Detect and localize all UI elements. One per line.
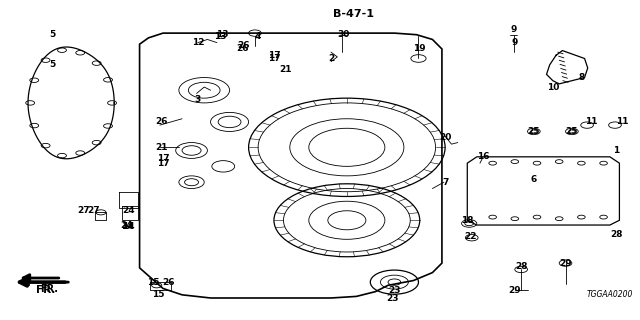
Text: TGGAA0200: TGGAA0200 bbox=[587, 290, 633, 299]
Text: 1: 1 bbox=[613, 146, 620, 155]
Text: 18: 18 bbox=[461, 216, 474, 225]
Text: 21: 21 bbox=[156, 143, 168, 152]
Text: 4: 4 bbox=[255, 32, 261, 41]
Text: 15: 15 bbox=[152, 290, 165, 299]
Text: 9: 9 bbox=[510, 25, 516, 35]
Text: FR.: FR. bbox=[40, 284, 58, 294]
Text: 12: 12 bbox=[191, 38, 204, 47]
Text: B-47-1: B-47-1 bbox=[333, 9, 374, 19]
Text: 25: 25 bbox=[566, 127, 578, 136]
Text: 16: 16 bbox=[477, 152, 490, 161]
Text: 10: 10 bbox=[547, 83, 559, 92]
Text: 23: 23 bbox=[388, 285, 401, 295]
Text: 14: 14 bbox=[122, 222, 134, 231]
Text: 27: 27 bbox=[77, 206, 90, 215]
Text: 5: 5 bbox=[49, 60, 55, 69]
Text: 11: 11 bbox=[616, 117, 629, 126]
Text: 15: 15 bbox=[147, 278, 160, 287]
Text: 26: 26 bbox=[156, 117, 168, 126]
Text: 26: 26 bbox=[237, 41, 250, 50]
Text: 9: 9 bbox=[511, 38, 518, 47]
Text: 14: 14 bbox=[120, 222, 133, 231]
Text: 30: 30 bbox=[337, 30, 350, 39]
Text: 2: 2 bbox=[328, 54, 334, 63]
Text: 28: 28 bbox=[610, 230, 623, 239]
Text: 21: 21 bbox=[279, 65, 292, 74]
Text: 29: 29 bbox=[559, 259, 572, 268]
Text: FR.: FR. bbox=[36, 285, 56, 295]
Text: 8: 8 bbox=[579, 73, 584, 82]
Text: 27: 27 bbox=[87, 206, 100, 215]
Text: 22: 22 bbox=[464, 232, 477, 241]
Text: 24: 24 bbox=[122, 206, 134, 215]
Text: 7: 7 bbox=[442, 178, 448, 187]
Text: 5: 5 bbox=[49, 30, 55, 39]
Text: 25: 25 bbox=[527, 127, 540, 136]
Text: 3: 3 bbox=[195, 95, 201, 104]
Text: 13: 13 bbox=[216, 30, 228, 39]
Text: 20: 20 bbox=[439, 133, 451, 142]
Text: 17: 17 bbox=[268, 51, 280, 60]
Text: 17: 17 bbox=[268, 54, 280, 63]
Text: 26: 26 bbox=[236, 44, 248, 53]
Text: 17: 17 bbox=[157, 154, 170, 163]
Text: 24: 24 bbox=[120, 220, 133, 229]
Text: 11: 11 bbox=[585, 117, 597, 126]
Text: 13: 13 bbox=[214, 32, 227, 41]
Text: 17: 17 bbox=[157, 159, 170, 168]
Text: 28: 28 bbox=[515, 262, 527, 271]
Text: 26: 26 bbox=[162, 278, 174, 287]
Text: 19: 19 bbox=[413, 44, 426, 53]
Text: 23: 23 bbox=[386, 294, 399, 303]
Text: 29: 29 bbox=[509, 285, 521, 295]
Text: 6: 6 bbox=[531, 174, 537, 184]
